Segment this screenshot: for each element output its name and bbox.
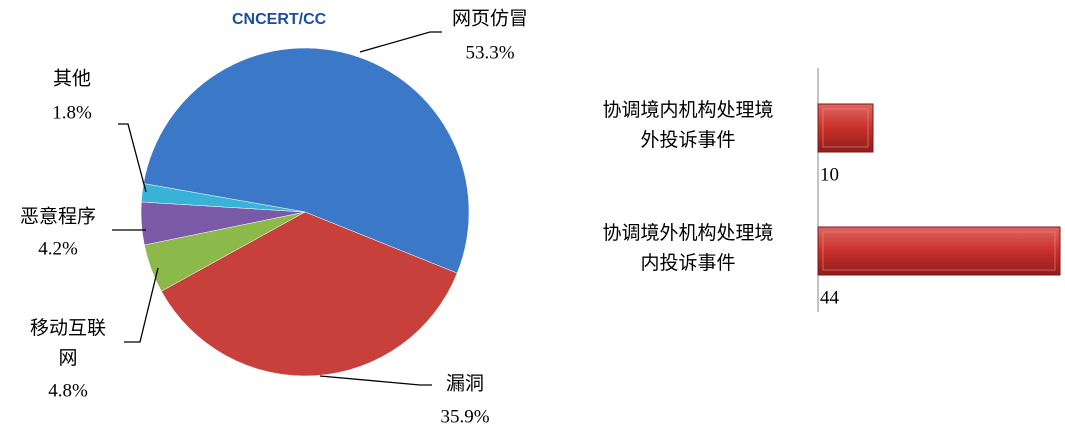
slice-label: 网页仿冒 [452,7,528,29]
slice-value: 4.8% [48,380,88,401]
leader-line [124,267,159,343]
pie-slice [161,211,458,377]
logo: CNCERT/CC [232,11,327,28]
slice-value: 1.8% [52,102,92,123]
leader-line [118,123,147,193]
leader-line [359,31,442,53]
bar [817,103,874,153]
slice-value: 35.9% [440,406,489,427]
slice-value: 4.2% [38,238,78,259]
slice-label: 恶意程序 [20,205,96,227]
category-label: 协调境外机构处理境内投诉事件 [602,222,773,274]
slice-label: 其他 [53,67,91,89]
pie-slice [143,47,470,274]
slice-label: 漏洞 [446,372,484,394]
bar-highlight [822,231,1056,271]
slice-value: 53.3% [465,42,514,63]
bar-value: 44 [820,287,840,308]
bar-value: 10 [820,164,839,185]
leader-line [319,375,432,386]
bar-highlight [822,108,869,148]
bar [817,226,1061,276]
category-label: 协调境内机构处理境外投诉事件 [602,99,773,151]
slice-label: 移动互联网 [30,317,106,369]
